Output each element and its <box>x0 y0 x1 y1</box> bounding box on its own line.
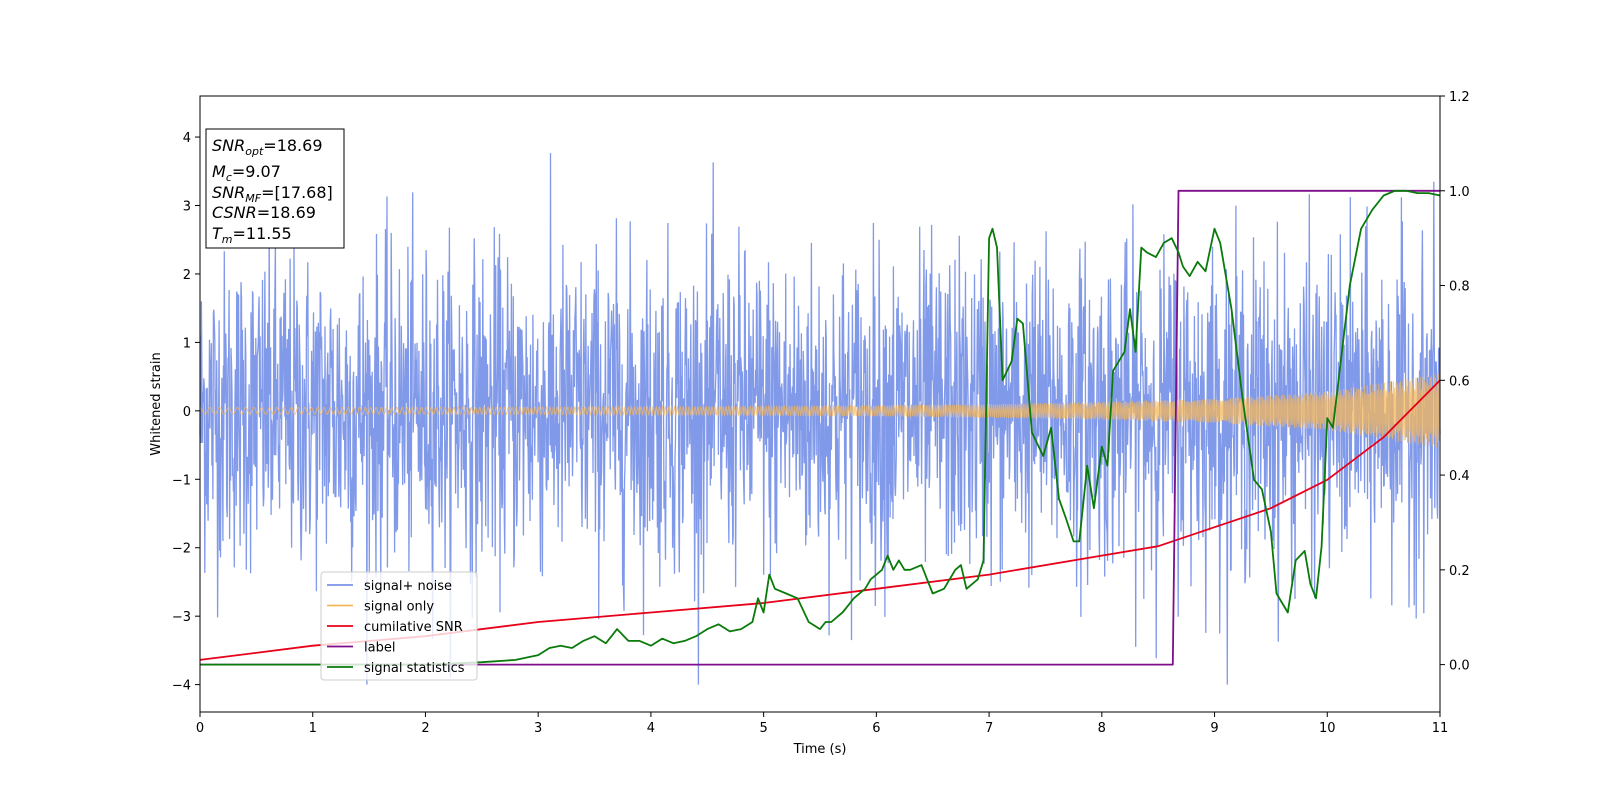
annotation-line: Mc=9.07 <box>212 162 281 184</box>
label-line <box>200 189 1440 666</box>
noise-trace <box>199 153 1441 685</box>
y-right-tick-label: 0.6 <box>1449 374 1470 389</box>
signal-only-series <box>199 373 1441 448</box>
x-tick-label: 0 <box>196 721 204 736</box>
x-tick-label: 9 <box>1210 721 1218 736</box>
x-tick-label: 5 <box>759 721 767 736</box>
annotation-line: SNRMF=[17.68] <box>212 183 333 205</box>
y-tick-label: 2 <box>183 268 191 283</box>
x-tick-label: 3 <box>534 721 542 736</box>
legend: signal+ noise signal only cumilative SNR la… <box>320 571 478 681</box>
y-right-tick-label: 0.4 <box>1449 469 1470 484</box>
legend-label: cumilative SNR <box>364 620 463 635</box>
x-tick-label: 2 <box>421 721 429 736</box>
y-tick-label: 1 <box>183 336 191 351</box>
x-tick-label: 6 <box>872 721 880 736</box>
annotation-line: SNRopt=18.69 <box>212 136 323 158</box>
y-right-tick-label: 0.2 <box>1449 564 1470 579</box>
annotation-line: CSNR=18.69 <box>212 203 316 222</box>
y-right-tick-label: 0.0 <box>1449 659 1470 674</box>
legend-frame <box>320 571 478 681</box>
x-tick-label: 11 <box>1432 721 1449 736</box>
annotation-line: Tm=11.55 <box>212 224 292 246</box>
axis-ticks: 0 1 2 3 4 5 6 7 8 9 10 11 −4 −3 −2 −1 0 1 2 3 4 0.0 0.2 0.4 0.6 0… <box>172 90 1470 736</box>
x-tick-label: 1 <box>309 721 317 736</box>
y-axis-label: Whitened strain <box>149 352 164 455</box>
y-right-tick-label: 0.8 <box>1449 280 1470 295</box>
x-tick-label: 10 <box>1319 721 1336 736</box>
y-tick-label: 3 <box>183 200 191 215</box>
legend-label: label <box>364 641 395 656</box>
y-tick-label: 0 <box>183 405 191 420</box>
annotation-frame <box>205 128 345 249</box>
plot-area-frame <box>199 95 1441 713</box>
y-tick-label: −4 <box>172 679 191 694</box>
y-tick-label: −2 <box>172 542 191 557</box>
y-tick-label: −1 <box>172 473 191 488</box>
legend-label: signal+ noise <box>364 579 452 594</box>
x-axis-label: Time (s) <box>793 742 847 757</box>
x-tick-label: 4 <box>647 721 655 736</box>
noise-series <box>199 153 1441 685</box>
y-tick-label: 4 <box>183 131 191 146</box>
x-tick-label: 7 <box>985 721 993 736</box>
y-right-tick-label: 1.0 <box>1449 185 1470 200</box>
y-tick-label: −3 <box>172 610 191 625</box>
signal-statistics-line <box>200 189 1441 666</box>
legend-label: signal only <box>364 600 434 615</box>
x-tick-label: 8 <box>1098 721 1106 736</box>
y-right-tick-label: 1.2 <box>1449 90 1470 105</box>
signal-only-trace <box>199 373 1441 448</box>
annotation-box: SNRopt=18.69 Mc=9.07SNRMF=[17.68]CSNR=18.… <box>205 128 345 249</box>
legend-label: signal statistics <box>364 661 465 676</box>
